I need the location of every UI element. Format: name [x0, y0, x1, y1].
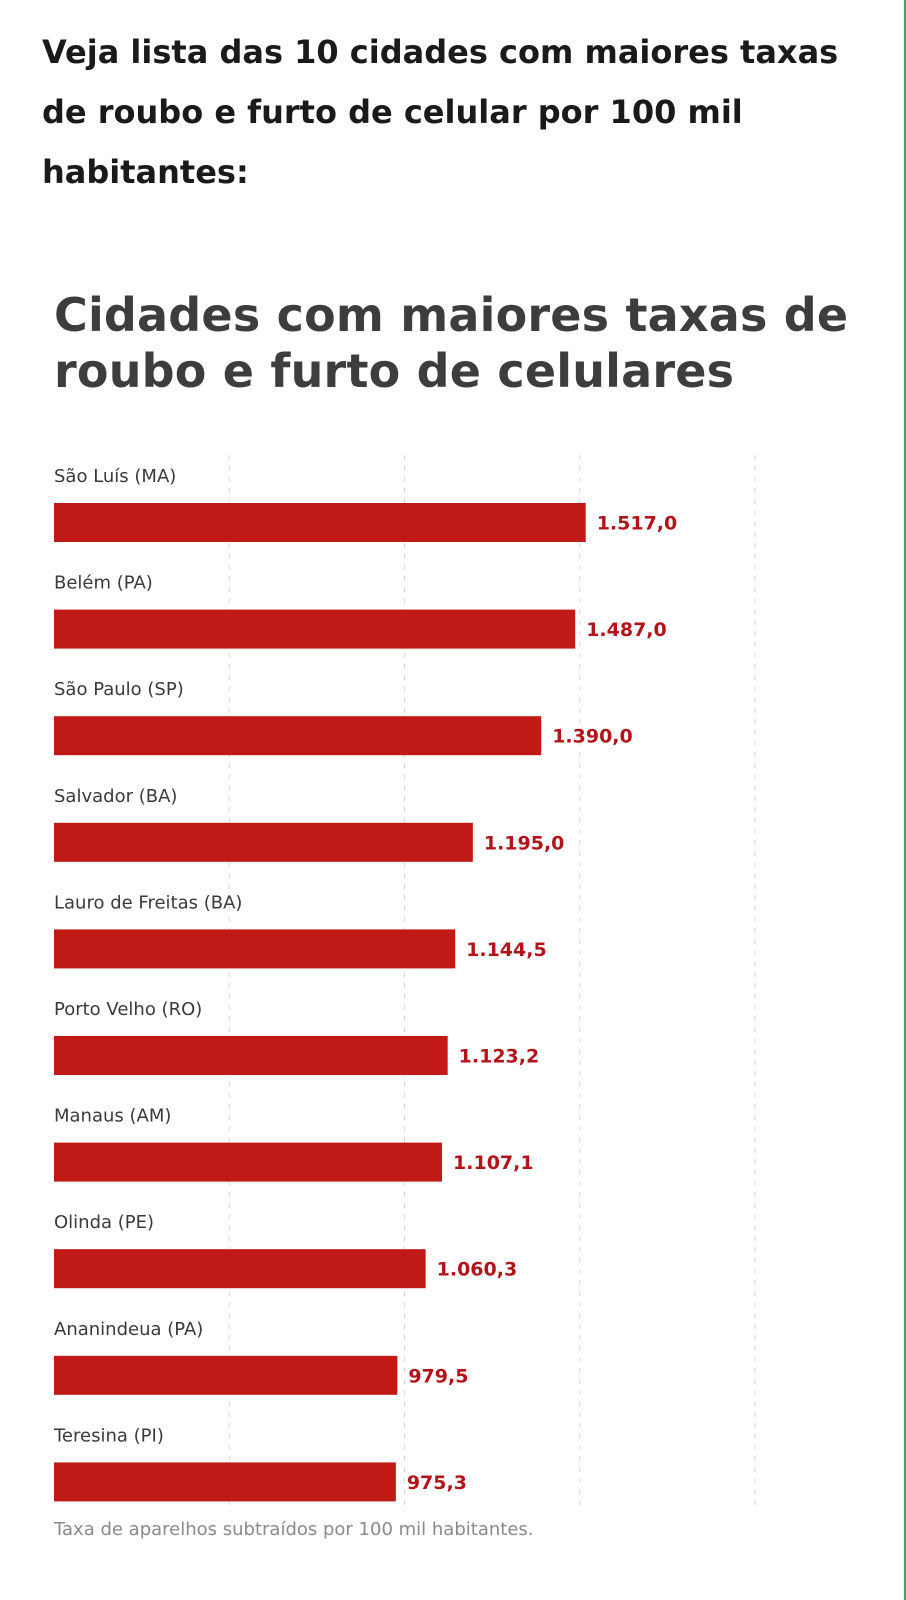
bar — [54, 1462, 396, 1502]
category-label: Olinda (PE) — [54, 1212, 154, 1233]
bar — [54, 1355, 398, 1395]
category-label: Ananindeua (PA) — [54, 1319, 203, 1340]
category-label: Lauro de Freitas (BA) — [54, 892, 242, 913]
category-label: Manaus (AM) — [54, 1106, 171, 1127]
value-label: 979,5 — [408, 1365, 468, 1387]
bar-chart: São Luís (MA) 1.517,0 Belém (PA) 1.487,0 São… — [53, 455, 756, 1512]
value-label: 1.517,0 — [597, 513, 678, 535]
category-label: Teresina (PI) — [53, 1425, 164, 1446]
bar — [54, 822, 473, 862]
article-headline: Veja lista das 10 cidades com maiores ta… — [42, 33, 839, 191]
chart-footnote: Taxa de aparelhos subtraídos por 100 mil… — [54, 1519, 534, 1540]
bar — [54, 1036, 448, 1075]
value-label: 1.195,0 — [484, 832, 565, 854]
value-label: 1.060,3 — [437, 1259, 518, 1281]
right-edge-line — [904, 0, 906, 1600]
bar — [54, 609, 576, 649]
category-label: São Luís (MA) — [54, 466, 176, 487]
bar — [54, 1249, 426, 1289]
category-label: Porto Velho (RO) — [54, 999, 202, 1020]
bar — [54, 1142, 443, 1182]
category-label: Salvador (BA) — [54, 786, 177, 807]
category-label: São Paulo (SP) — [54, 679, 184, 700]
value-label: 1.107,1 — [453, 1152, 534, 1174]
bar — [54, 716, 542, 756]
chart-title: Cidades com maiores taxas de roubo e fur… — [54, 288, 849, 398]
value-label: 975,3 — [407, 1472, 467, 1494]
bar — [54, 503, 586, 542]
category-label: Belém (PA) — [54, 573, 153, 594]
value-label: 1.390,0 — [552, 726, 633, 748]
value-label: 1.144,5 — [466, 939, 547, 961]
bar — [54, 929, 456, 969]
value-label: 1.487,0 — [586, 619, 667, 641]
value-label: 1.123,2 — [459, 1046, 540, 1068]
